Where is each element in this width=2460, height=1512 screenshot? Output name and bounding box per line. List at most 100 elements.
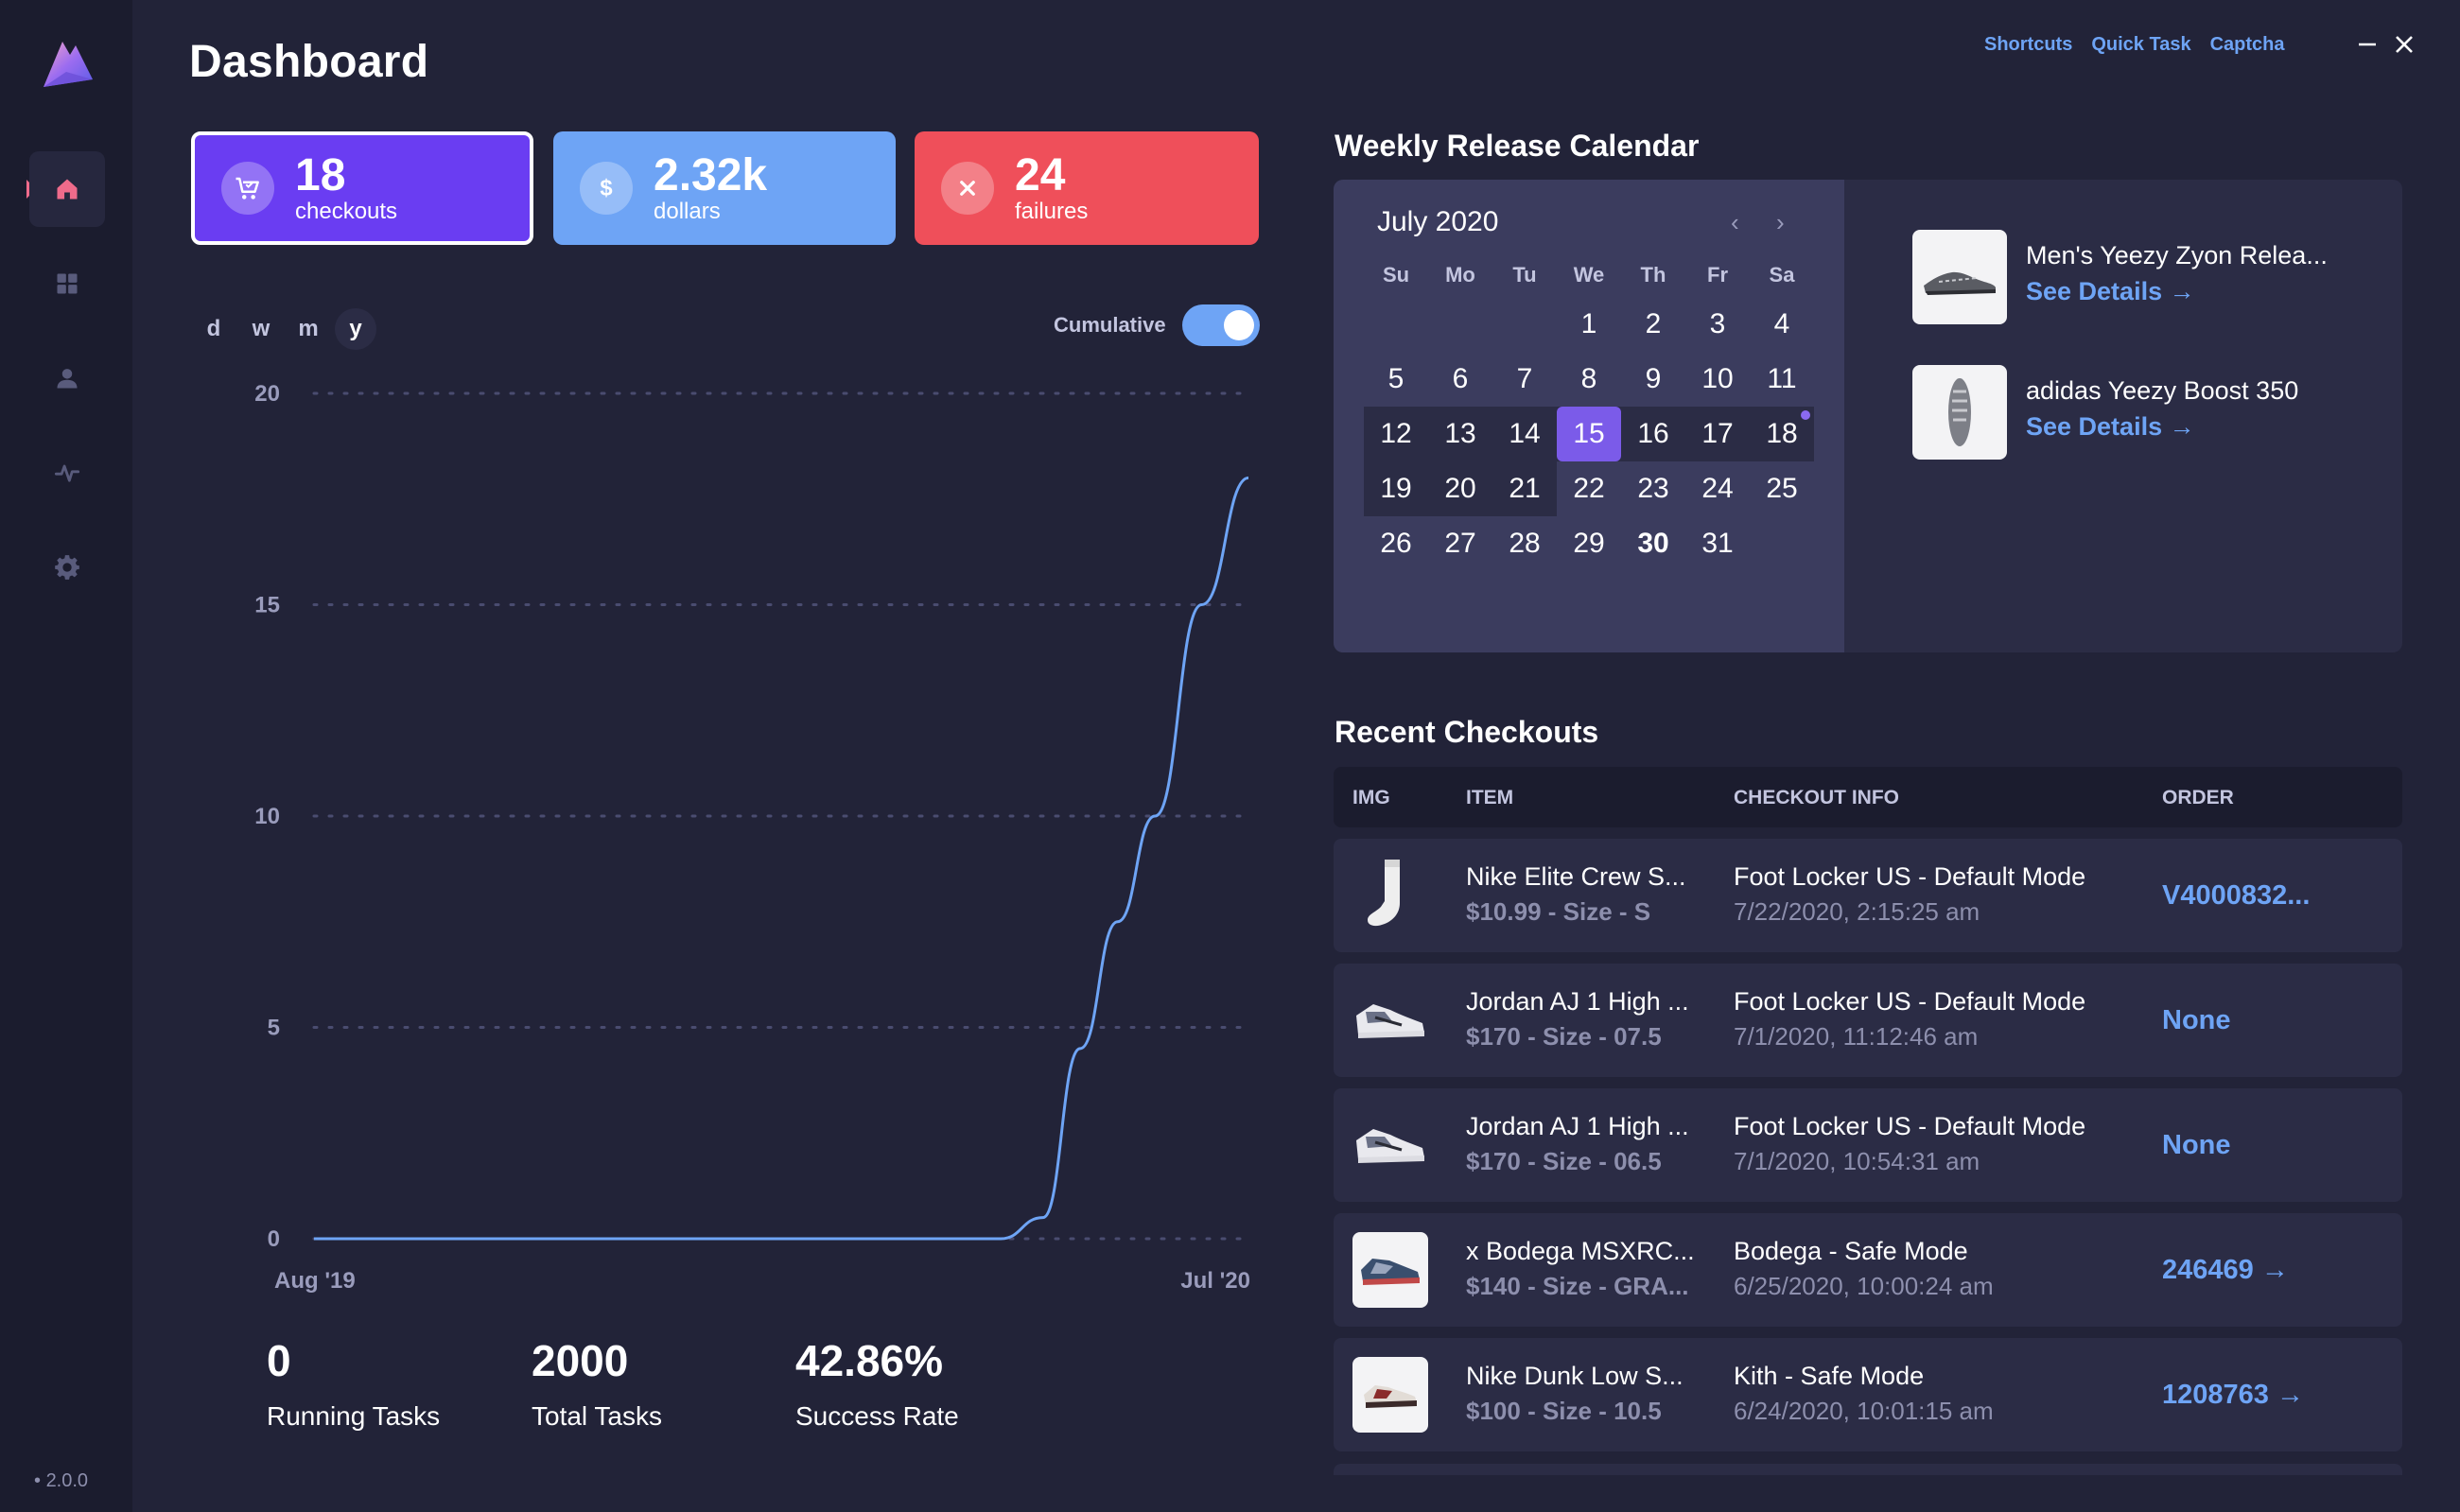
- page-title: Dashboard: [189, 37, 429, 87]
- calendar-day[interactable]: 12: [1380, 418, 1412, 449]
- calendar-day[interactable]: 11: [1767, 363, 1797, 394]
- calendar-day[interactable]: 20: [1444, 473, 1476, 504]
- item-name: Jordan AJ 1 High ...: [1466, 987, 1689, 1016]
- close-window-button[interactable]: [2388, 28, 2420, 61]
- calendar-day[interactable]: 18: [1766, 418, 1798, 449]
- calendar-day[interactable]: 31: [1701, 528, 1734, 559]
- dollars-value: 2.32k: [654, 150, 768, 200]
- shortcuts-link[interactable]: Shortcuts: [1984, 34, 2073, 55]
- order-number[interactable]: None: [2162, 1005, 2231, 1035]
- calendar-day[interactable]: 1: [1580, 308, 1597, 339]
- calendar-day[interactable]: 30: [1637, 528, 1669, 559]
- range-tab-w[interactable]: w: [252, 316, 270, 341]
- checkout-store: Bodega - Safe Mode: [1734, 1237, 1968, 1265]
- calendar-day[interactable]: 19: [1380, 473, 1412, 504]
- checkout-time: 7/1/2020, 11:12:46 am: [1734, 1022, 1979, 1051]
- product-thumbnail: [1352, 1107, 1428, 1183]
- calendar-day[interactable]: 7: [1516, 363, 1533, 394]
- product-thumbnail: [1352, 1357, 1428, 1433]
- calendar-month-view: July 2020 ‹ › Su Mo Tu We Th Fr Sa 1 2 3 4 5 6 7 8 9 10 1…: [1334, 180, 1844, 652]
- total-tasks-stat: 2000 Total Tasks: [532, 1335, 662, 1432]
- running-tasks-label: Running Tasks: [267, 1401, 441, 1431]
- order-number-link[interactable]: 246469 →: [2162, 1255, 2289, 1285]
- see-details-link[interactable]: See Details →: [2026, 412, 2195, 441]
- calendar-day[interactable]: 21: [1509, 473, 1541, 504]
- calendar-day[interactable]: 9: [1645, 363, 1662, 394]
- nav-settings[interactable]: [29, 530, 105, 605]
- item-name: Nike Dunk Low S...: [1466, 1362, 1684, 1390]
- calendar-day[interactable]: 3: [1709, 308, 1726, 339]
- sneaker-icon: [1356, 1004, 1424, 1038]
- see-details-link[interactable]: See Details →: [2026, 277, 2195, 305]
- order-number-link[interactable]: 1208763 →: [2162, 1380, 2304, 1410]
- nav-grid[interactable]: [29, 246, 105, 322]
- nav-analytics[interactable]: [29, 435, 105, 511]
- calendar-day[interactable]: 6: [1452, 363, 1469, 394]
- grid-icon: [57, 273, 78, 294]
- user-icon: [57, 369, 78, 389]
- calendar-day[interactable]: 25: [1766, 473, 1798, 504]
- item-name: x Bodega MSXRC...: [1466, 1237, 1695, 1265]
- product-thumbnail: [1352, 982, 1428, 1058]
- checkouts-label: checkouts: [295, 199, 398, 224]
- calendar-day[interactable]: 27: [1444, 528, 1476, 559]
- range-tab-y[interactable]: y: [335, 308, 376, 350]
- table-row[interactable]: Nike Elite Crew S... $10.99 - Size - S F…: [1334, 839, 2402, 952]
- x-tick-label: Jul '20: [1180, 1268, 1250, 1294]
- calendar-day[interactable]: 8: [1580, 363, 1597, 394]
- calendar-day[interactable]: 13: [1444, 418, 1476, 449]
- calendar-day[interactable]: 4: [1773, 308, 1790, 339]
- calendar-day[interactable]: 14: [1509, 418, 1541, 449]
- dollars-label: dollars: [654, 199, 721, 224]
- checkout-store: Foot Locker US - Default Mode: [1734, 1112, 2086, 1140]
- calendar-prev-button[interactable]: ‹: [1731, 208, 1739, 236]
- day-header-sa: Sa: [1769, 263, 1795, 287]
- release-name: Men's Yeezy Zyon Relea...: [2026, 241, 2328, 269]
- cumulative-toggle[interactable]: [1182, 304, 1260, 346]
- stat-card-dollars[interactable]: $ 2.32k dollars: [553, 131, 896, 245]
- day-header-we: We: [1573, 263, 1605, 287]
- stat-card-checkouts[interactable]: 18 checkouts: [191, 131, 533, 245]
- table-row[interactable]: Jordan AJ 1 High ... $170 - Size - 07.5 …: [1334, 964, 2402, 1077]
- minimize-button[interactable]: [2351, 28, 2383, 61]
- checkouts-line-chart: 0 5 10 15 20 Aug '19 Jul '20: [254, 381, 1250, 1294]
- calendar-day[interactable]: 23: [1637, 473, 1669, 504]
- nav-profiles[interactable]: [29, 340, 105, 416]
- y-tick-label: 20: [254, 381, 280, 407]
- calendar-day[interactable]: 24: [1701, 473, 1734, 504]
- quick-task-link[interactable]: Quick Task: [2091, 34, 2191, 55]
- checkout-store: Kith - Safe Mode: [1734, 1362, 1925, 1390]
- calendar-day[interactable]: 22: [1573, 473, 1605, 504]
- app-logo: [44, 42, 93, 87]
- calendar-day[interactable]: 29: [1573, 528, 1605, 559]
- nav-home[interactable]: [29, 151, 105, 227]
- calendar-day[interactable]: 5: [1387, 363, 1404, 394]
- total-tasks-label: Total Tasks: [532, 1401, 662, 1431]
- table-row[interactable]: x Bodega MSXRC... $140 - Size - GRA... B…: [1334, 1213, 2402, 1327]
- sneaker-icon: [1364, 1385, 1417, 1408]
- calendar-day[interactable]: 16: [1637, 418, 1669, 449]
- y-tick-label: 0: [268, 1226, 280, 1252]
- calendar-day[interactable]: 2: [1645, 308, 1662, 339]
- calendar-day[interactable]: 15: [1557, 407, 1621, 461]
- table-row[interactable]: Jordan AJ 1 High ... $170 - Size - 06.5 …: [1334, 1088, 2402, 1202]
- minimize-icon: [2359, 43, 2376, 46]
- release-thumbnail: [1912, 230, 2007, 324]
- range-tab-m[interactable]: m: [298, 316, 319, 341]
- order-number[interactable]: None: [2162, 1130, 2231, 1160]
- total-tasks-value: 2000: [532, 1336, 629, 1385]
- calendar-day[interactable]: 17: [1701, 418, 1734, 449]
- sneaker-icon: [1948, 378, 1971, 446]
- calendar-day[interactable]: 28: [1509, 528, 1541, 559]
- cumulative-label: Cumulative: [1054, 313, 1166, 337]
- captcha-link[interactable]: Captcha: [2209, 34, 2285, 55]
- calendar-day[interactable]: 26: [1380, 528, 1412, 559]
- stat-card-failures[interactable]: 24 failures: [915, 131, 1259, 245]
- range-tabs: d w m y: [193, 308, 376, 350]
- calendar-next-button[interactable]: ›: [1776, 208, 1785, 236]
- column-header-item: ITEM: [1466, 787, 1514, 808]
- range-tab-d[interactable]: d: [206, 316, 221, 341]
- calendar-day[interactable]: 10: [1701, 363, 1734, 394]
- table-row[interactable]: Nike Dunk Low S... $100 - Size - 10.5 Ki…: [1334, 1338, 2402, 1451]
- order-number[interactable]: V4000832...: [2162, 880, 2311, 911]
